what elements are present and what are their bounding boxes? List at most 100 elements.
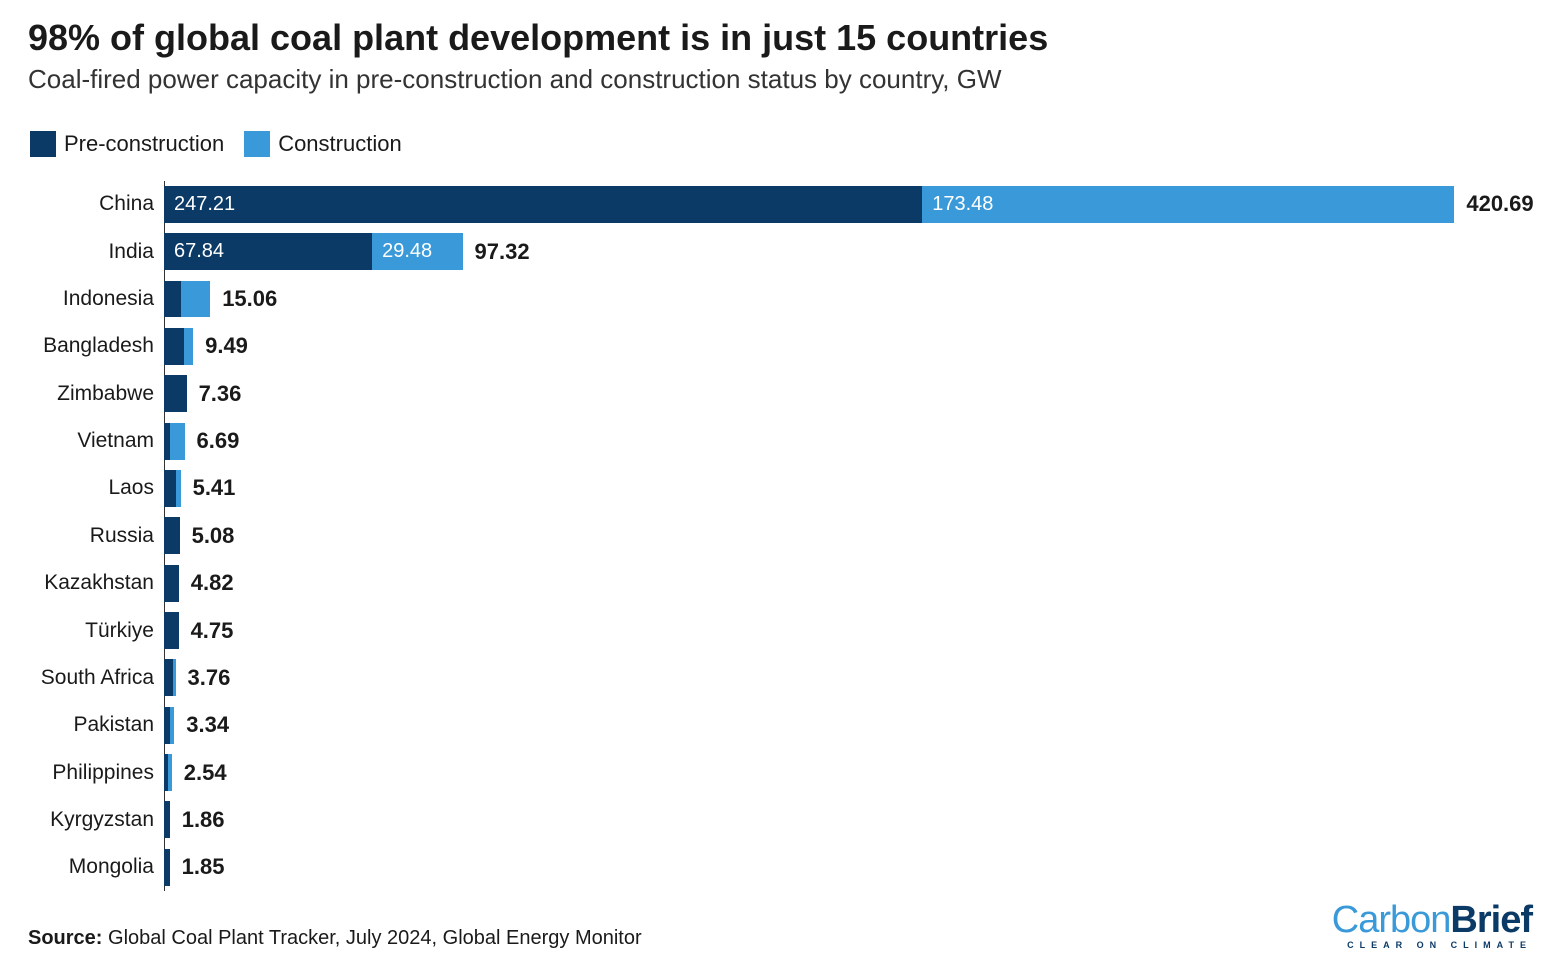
legend-swatch [30,131,56,157]
bar-segment-cons [170,423,184,460]
chart-row: Russia 5.08 [28,512,1532,559]
bar-segment-pre [164,328,184,365]
brand-word-1: Carbon [1332,899,1451,941]
country-label: China [28,192,164,216]
chart-row: Indonesia15.06 [28,275,1532,322]
bar-zone: 15.06 [164,275,1532,322]
bar-total-label: 420.69 [1466,191,1533,217]
bar-segment-pre [164,281,181,318]
bar-segment-pre: 247.21 [164,186,922,223]
bar-segment-pre [164,849,170,886]
country-label: Zimbabwe [28,382,164,406]
stacked-bar [164,707,174,744]
bar-segment-cons [184,328,193,365]
source-body: Global Coal Plant Tracker, July 2024, Gl… [108,927,642,949]
bar-segment-cons: 29.48 [372,233,462,270]
stacked-bar [164,470,181,507]
bar-total-label: 3.34 [186,712,229,738]
brand-word-2: Brief [1450,899,1532,941]
stacked-bar [164,517,180,554]
bar-total-label: 97.32 [475,239,530,265]
bar-total-label: 3.76 [188,665,231,691]
stacked-bar [164,375,187,412]
bar-segment-cons [168,754,172,791]
bar-total-label: 1.85 [182,854,225,880]
country-label: Mongolia [28,855,164,879]
bar-zone: 3.76 [164,654,1532,701]
chart-title: 98% of global coal plant development is … [28,18,1532,58]
legend-item: Pre-construction [30,131,224,157]
chart-row: Vietnam6.69 [28,417,1532,464]
chart-row: Laos 5.41 [28,465,1532,512]
bar-segment-pre [164,612,179,649]
bar-segment-pre [164,659,173,696]
bar-segment-pre [164,801,170,838]
bar-zone: 4.82 [164,559,1532,606]
chart-row: Kyrgyzstan 1.86 [28,796,1532,843]
country-label: India [28,240,164,264]
country-label: Philippines [28,761,164,785]
country-label: Russia [28,524,164,548]
stacked-bar [164,754,172,791]
bar-zone: 7.36 [164,370,1532,417]
legend-item: Construction [244,131,402,157]
bar-zone: 3.34 [164,702,1532,749]
bar-zone: 9.49 [164,323,1532,370]
bar-total-label: 5.08 [192,523,235,549]
chart-row: Zimbabwe 7.36 [28,370,1532,417]
bar-zone: 5.08 [164,512,1532,559]
bar-segment-cons: 173.48 [922,186,1454,223]
bar-total-label: 5.41 [193,475,236,501]
bar-segment-pre [164,470,176,507]
chart-row: Türkiye4.75 [28,607,1532,654]
bar-segment-cons [173,659,175,696]
stacked-bar [164,423,185,460]
brand-logo: CarbonBrief CLEAR ON CLIMATE [1332,901,1532,950]
stacked-bar [164,565,179,602]
bar-segment-pre: 67.84 [164,233,372,270]
chart-subtitle: Coal-fired power capacity in pre-constru… [28,64,1532,95]
stacked-bar [164,281,210,318]
country-label: Türkiye [28,619,164,643]
country-label: Pakistan [28,713,164,737]
bar-segment-cons [176,470,180,507]
bar-zone: 1.86 [164,796,1532,843]
bar-zone: 67.8429.48 97.32 [164,228,1532,275]
chart-row: China247.21173.48 420.69 [28,181,1532,228]
bar-total-label: 7.36 [199,381,242,407]
brand-tagline: CLEAR ON CLIMATE [1332,941,1532,950]
chart-container: 98% of global coal plant development is … [0,0,1560,968]
stacked-bar [164,801,170,838]
source-prefix: Source: [28,927,102,949]
brand-wordmark: CarbonBrief [1332,901,1532,939]
legend-swatch [244,131,270,157]
bar-segment-pre [164,517,180,554]
stacked-bar: 247.21173.48 [164,186,1454,223]
bar-total-label: 4.82 [191,570,234,596]
country-label: Bangladesh [28,334,164,358]
legend-label: Construction [278,131,402,157]
legend-label: Pre-construction [64,131,224,157]
bar-zone: 4.75 [164,607,1532,654]
chart-plot-area: China247.21173.48 420.69 India67.8429.48 97… [28,181,1532,891]
bar-zone: 1.85 [164,844,1532,891]
bar-total-label: 6.69 [197,428,240,454]
footer: Source: Global Coal Plant Tracker, July … [28,901,1532,950]
chart-row: Mongolia 1.85 [28,844,1532,891]
country-label: Indonesia [28,287,164,311]
stacked-bar [164,612,179,649]
bar-total-label: 1.86 [182,807,225,833]
chart-row: Pakistan 3.34 [28,702,1532,749]
bar-zone: 247.21173.48 420.69 [164,181,1534,228]
chart-row: India67.8429.48 97.32 [28,228,1532,275]
bar-total-label: 9.49 [205,333,248,359]
country-label: Kazakhstan [28,571,164,595]
country-label: Kyrgyzstan [28,808,164,832]
chart-row: Bangladesh 9.49 [28,323,1532,370]
bar-segment-pre [164,565,179,602]
bar-zone: 2.54 [164,749,1532,796]
bar-segment-cons [170,707,174,744]
bar-total-label: 2.54 [184,760,227,786]
country-label: Laos [28,476,164,500]
bar-zone: 6.69 [164,417,1532,464]
